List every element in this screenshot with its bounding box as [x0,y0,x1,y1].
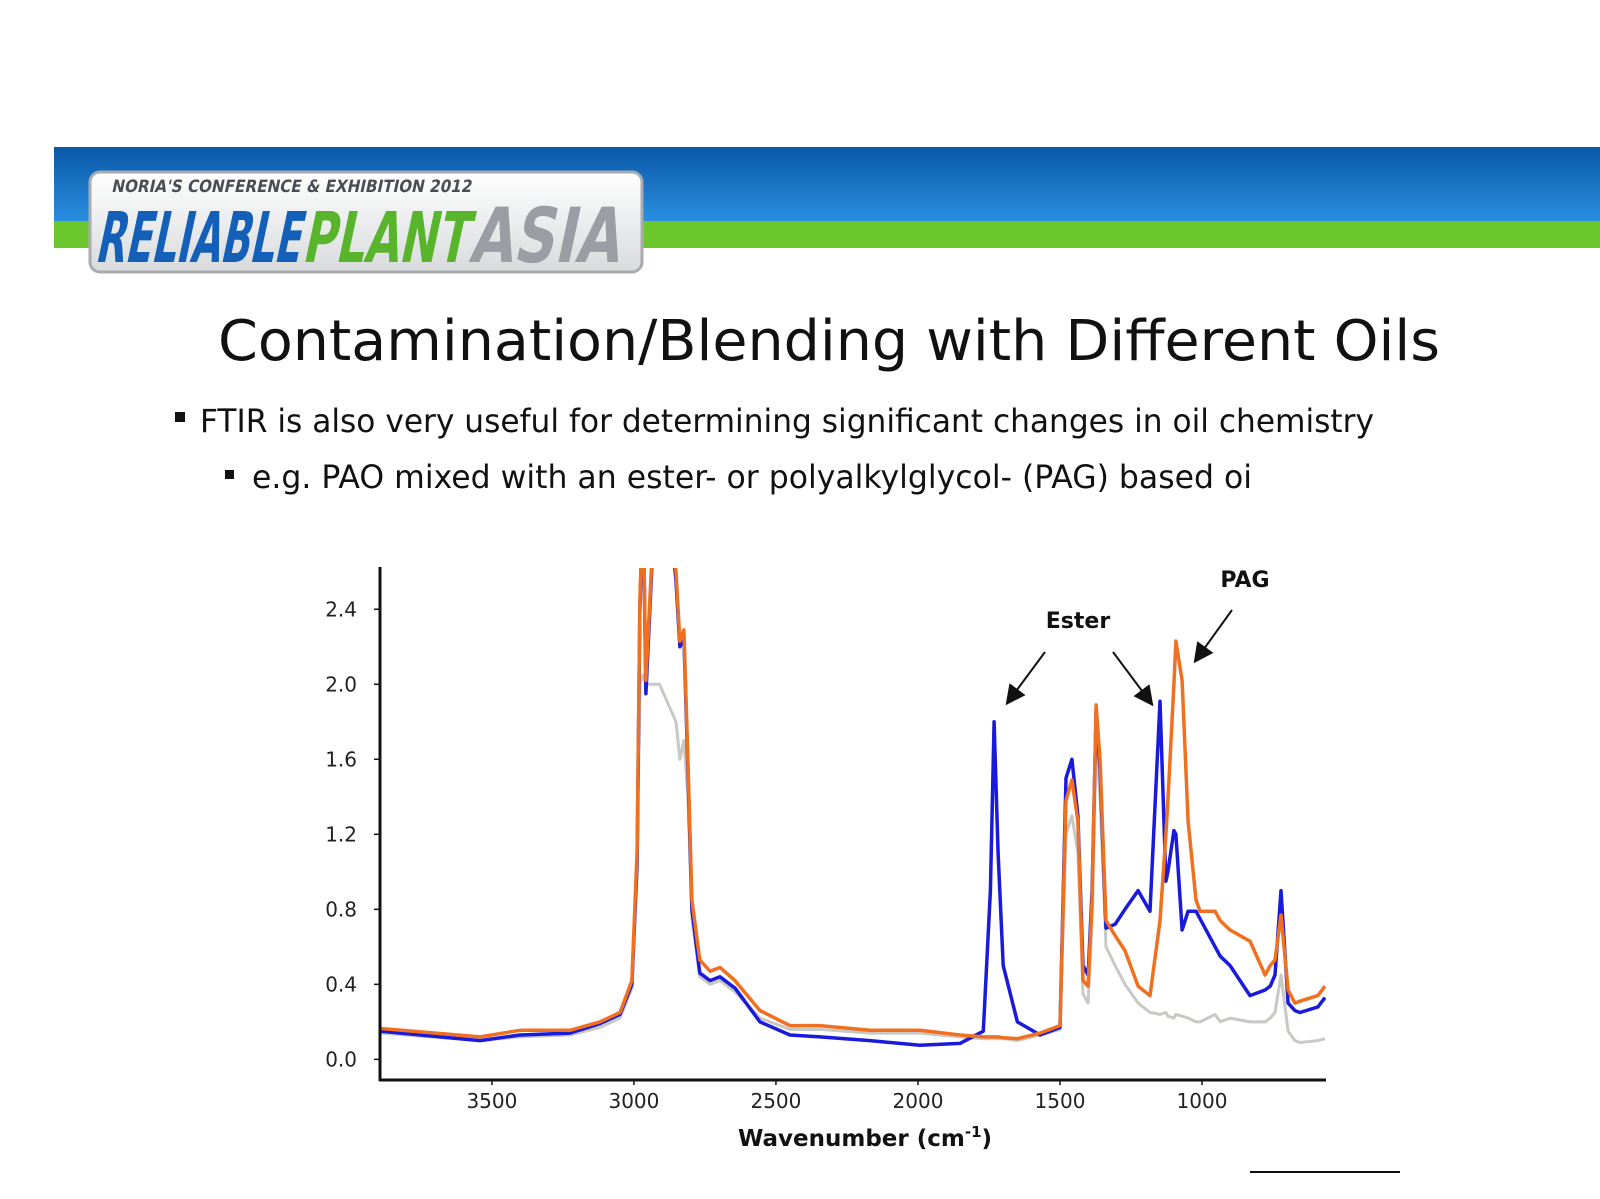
annotation: Ester [1046,609,1111,634]
logo: NORIA'S CONFERENCE & EXHIBITION 2012 REL… [91,177,634,281]
arrow [1005,651,1046,706]
x-axis-label-sup: -1 [965,1123,982,1141]
y-tick-label: 1.2 [325,822,357,846]
logo-plant: PLANT [298,197,480,279]
slide-title: Contamination/Blending with Different Oi… [218,309,1440,374]
spectrum-line [381,568,1326,1041]
plot-area [381,568,1326,1048]
x-tick-label: 2000 [893,1089,944,1113]
bullet-marker [175,412,185,422]
x-tick-label: 3000 [608,1089,659,1113]
annotation: PAG [1220,568,1269,593]
bullet-marker [225,470,234,479]
arrow [1112,651,1154,707]
logo-asia: ASIA [464,193,633,281]
y-tick-label: 2.0 [325,672,357,696]
x-tick-label: 3500 [466,1089,517,1113]
y-tick-label: 0.8 [325,897,357,921]
arrow [1193,609,1233,664]
logo-tagline: NORIA'S CONFERENCE & EXHIBITION 2012 [110,177,474,197]
x-axis-label: Wavenumber (cm-1) [738,1123,992,1152]
x-tick-label: 1000 [1177,1089,1228,1113]
x-tick-label: 1500 [1035,1089,1086,1113]
y-tick-label: 1.6 [325,747,357,771]
x-axis-label-text: Wavenumber (cm [738,1126,965,1152]
x-axis-label-end: ) [982,1126,993,1152]
y-tick-label: 0.0 [325,1047,357,1071]
x-tick-label: 2500 [750,1089,801,1113]
bullet: FTIR is also very useful for determining… [200,402,1374,440]
y-tick-label: 0.4 [325,972,357,996]
sub-bullet: e.g. PAO mixed with an ester- or polyalk… [252,458,1252,496]
logo-reliable: RELIABLE [91,197,313,279]
y-tick-label: 2.4 [325,597,357,621]
logo-box [88,170,644,274]
